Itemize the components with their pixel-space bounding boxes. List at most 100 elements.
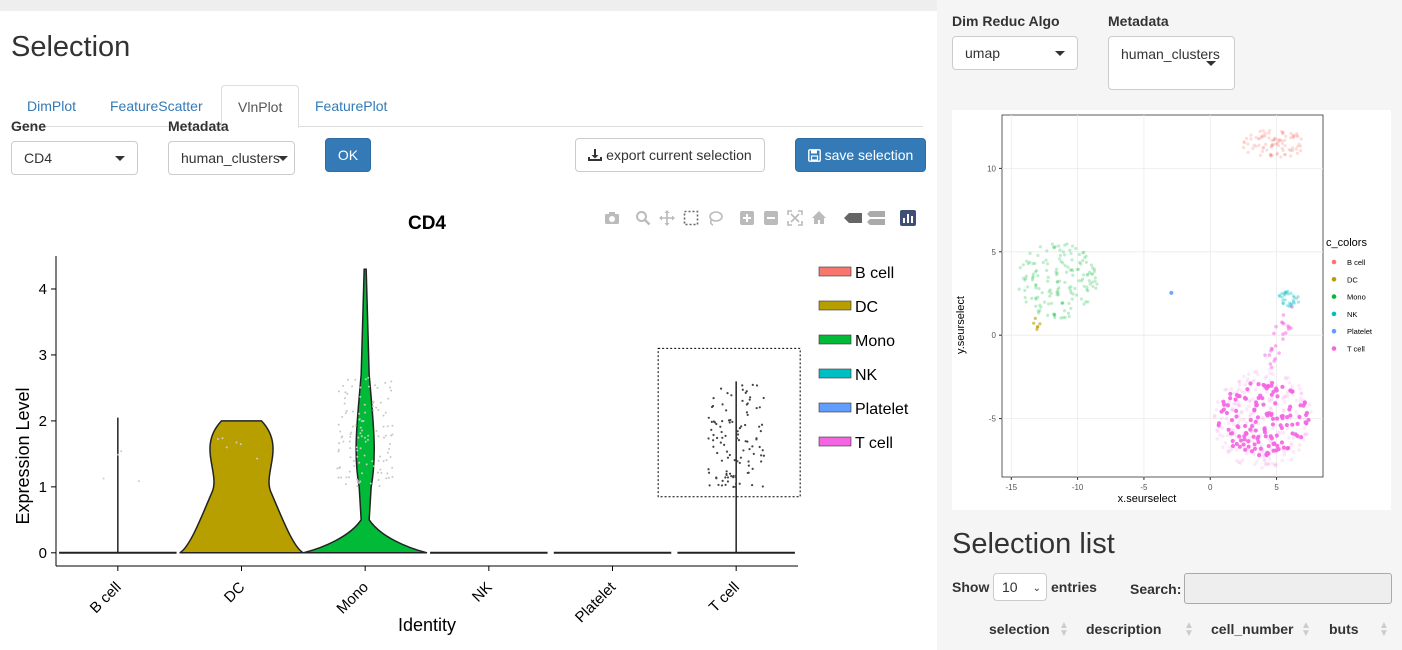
legend-swatch	[818, 266, 852, 277]
camera-icon[interactable]	[603, 208, 621, 228]
metadata-select[interactable]: human_clusters	[168, 141, 295, 175]
data-point	[728, 472, 732, 475]
umap-point	[1086, 272, 1090, 276]
data-point	[745, 390, 748, 393]
umap-point	[1046, 279, 1050, 283]
data-point	[367, 434, 370, 437]
umap-point	[1269, 365, 1274, 370]
zoom-in-icon[interactable]	[738, 208, 756, 228]
data-point	[744, 423, 747, 427]
col-selection[interactable]: selection	[989, 621, 1050, 637]
umap-point	[1298, 403, 1303, 408]
data-point	[751, 467, 754, 471]
data-point	[384, 381, 387, 384]
x-tick-label: Platelet	[572, 578, 620, 626]
umap-point	[1289, 154, 1293, 158]
col-buts[interactable]: buts	[1329, 621, 1359, 637]
umap-point	[1275, 152, 1279, 156]
umap-point	[1278, 430, 1283, 435]
umap-point	[1293, 432, 1298, 437]
right-metadata-select[interactable]: human_clusters	[1108, 36, 1235, 90]
data-point	[102, 477, 105, 480]
entries-select[interactable]: 10 ⌄	[993, 573, 1047, 601]
umap-point	[1085, 273, 1089, 277]
umap-point	[1283, 298, 1287, 302]
umap-point	[1030, 278, 1035, 282]
umap-point	[1261, 146, 1265, 150]
umap-point	[1292, 300, 1296, 304]
data-point	[378, 484, 381, 487]
umap-plot[interactable]: -15 -10 -5 0 5 -5 0 5 10 x.seurselect y.seursele…	[952, 110, 1391, 510]
data-point	[762, 454, 766, 457]
umap-point	[1063, 243, 1067, 247]
sort-icon[interactable]: ▲ ▼	[1379, 620, 1389, 639]
lasso-select-icon[interactable]	[706, 208, 724, 228]
umap-point	[1281, 298, 1285, 302]
col-description[interactable]: description	[1086, 621, 1162, 637]
pan-icon[interactable]	[658, 208, 676, 228]
umap-point	[1262, 427, 1267, 432]
zoom-out-icon[interactable]	[762, 208, 780, 228]
box-select-icon[interactable]	[682, 208, 700, 228]
umap-point	[1224, 410, 1230, 416]
sort-icon[interactable]: ▲ ▼	[1301, 620, 1311, 639]
data-point	[742, 449, 745, 452]
umap-point	[1285, 394, 1290, 399]
tab-dimplot[interactable]: DimPlot	[27, 98, 77, 114]
umap-point	[1070, 267, 1074, 272]
reset-axes-icon[interactable]	[810, 208, 828, 228]
violin-plot-svg[interactable]: CD4 0 1 2 3 4 B cell DC Mono NK Platelet T cell Id…	[0, 201, 937, 641]
data-point	[379, 401, 382, 404]
umap-point	[1050, 242, 1054, 246]
plotly-logo-icon[interactable]	[899, 208, 917, 228]
ok-button[interactable]: OK	[325, 138, 371, 172]
hover-compare-icon[interactable]	[867, 208, 885, 228]
data-point	[371, 405, 374, 408]
umap-point	[1090, 280, 1094, 284]
umap-point	[1282, 453, 1287, 457]
umap-point	[1095, 282, 1099, 286]
umap-point	[1080, 277, 1085, 281]
export-selection-button[interactable]: export current selection	[575, 138, 765, 172]
data-point	[734, 475, 737, 479]
sort-icon[interactable]: ▲ ▼	[1184, 620, 1194, 639]
umap-plot-svg[interactable]: -15 -10 -5 0 5 -5 0 5 10 x.seurselect y.seursele…	[952, 110, 1391, 510]
umap-point	[1082, 284, 1086, 288]
umap-point	[1298, 399, 1303, 404]
sort-icon[interactable]: ▲ ▼	[1059, 620, 1069, 639]
autoscale-icon[interactable]	[786, 208, 804, 228]
umap-point	[1242, 141, 1246, 145]
dimreduc-select[interactable]: umap	[952, 36, 1078, 70]
tab-vlnplot[interactable]: VlnPlot	[221, 85, 300, 128]
umap-point	[1221, 434, 1225, 438]
data-point	[391, 466, 394, 469]
umap-point	[1299, 435, 1304, 440]
hover-closest-icon[interactable]	[844, 208, 862, 228]
zoom-icon[interactable]	[634, 208, 652, 228]
tab-featurescatter[interactable]: FeatureScatter	[110, 98, 203, 114]
col-cell-number[interactable]: cell_number	[1211, 621, 1294, 637]
umap-point	[1061, 301, 1065, 305]
umap-point	[1292, 301, 1296, 305]
umap-point	[1089, 272, 1093, 276]
gene-select[interactable]: CD4	[11, 141, 138, 175]
data-point	[721, 479, 724, 482]
umap-point	[1268, 439, 1273, 444]
umap-point	[1267, 457, 1272, 461]
umap-point	[1079, 297, 1084, 301]
umap-point	[1283, 395, 1287, 399]
save-selection-button[interactable]: save selection	[795, 138, 926, 172]
data-point	[736, 433, 740, 436]
violin-plot[interactable]: CD4 0 1 2 3 4 B cell DC Mono NK Platelet T cell Id…	[0, 201, 937, 641]
y-tick-label: -5	[989, 415, 997, 424]
data-point	[348, 440, 351, 443]
chart-title: CD4	[408, 213, 446, 234]
umap-point	[1276, 138, 1280, 142]
umap-point	[1297, 142, 1301, 146]
tab-featureplot[interactable]: FeaturePlot	[315, 98, 388, 114]
umap-point	[1258, 129, 1262, 133]
search-input[interactable]	[1184, 573, 1392, 604]
umap-point	[1023, 278, 1027, 282]
umap-point	[1281, 130, 1285, 134]
umap-point	[1243, 396, 1249, 401]
